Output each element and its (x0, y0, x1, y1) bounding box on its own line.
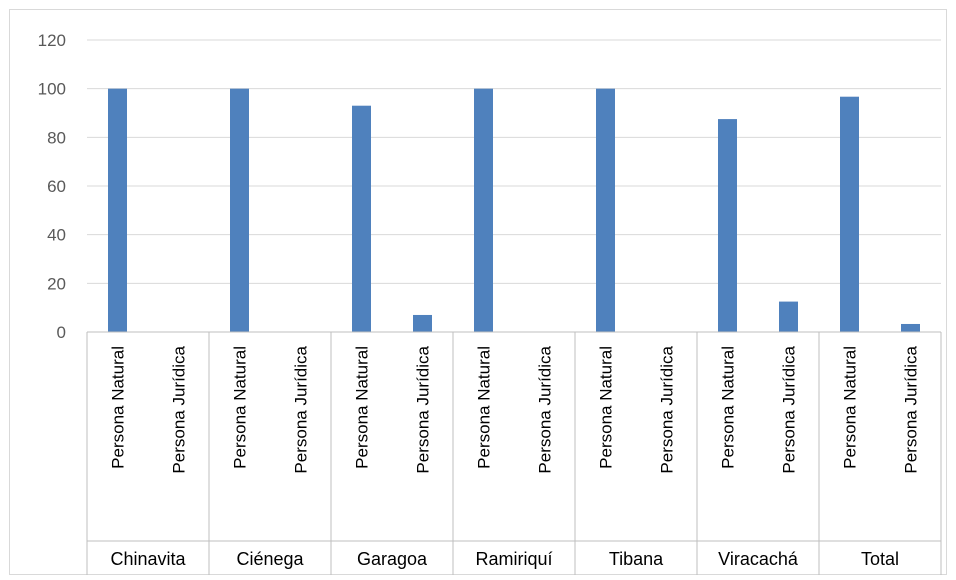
x-tick-label: Persona Natural (597, 346, 616, 469)
bar (779, 301, 798, 332)
bar (596, 88, 615, 333)
x-group-label: Tibana (609, 549, 664, 569)
y-tick-label: 20 (47, 274, 66, 293)
y-tick-label: 120 (38, 31, 66, 50)
chart-border (9, 9, 947, 575)
x-tick-label: Persona Jurídica (780, 345, 799, 473)
x-tick-label: Persona Jurídica (536, 345, 555, 473)
bar (413, 314, 432, 332)
x-tick-label: Persona Jurídica (902, 345, 921, 473)
x-tick-label: Persona Natural (109, 346, 128, 469)
x-tick-label: Persona Natural (719, 346, 738, 469)
x-tick-label: Persona Natural (231, 346, 250, 469)
x-tick-label: Persona Jurídica (292, 345, 311, 473)
bar (474, 88, 493, 333)
bar (352, 105, 371, 332)
x-tick-label: Persona Natural (841, 346, 860, 469)
bar (718, 119, 737, 332)
x-tick-label: Persona Jurídica (414, 345, 433, 473)
x-group-label: Viracachá (718, 549, 799, 569)
bar (901, 323, 920, 332)
x-group-label: Chinavita (110, 549, 186, 569)
bar (840, 96, 859, 333)
x-group-label: Ciénega (236, 549, 304, 569)
x-tick-label: Persona Natural (475, 346, 494, 469)
x-tick-label: Persona Natural (353, 346, 372, 469)
y-tick-label: 40 (47, 226, 66, 245)
y-tick-label: 0 (57, 323, 66, 342)
y-tick-label: 80 (47, 128, 66, 147)
x-group-label: Total (861, 549, 899, 569)
bar (230, 88, 249, 333)
x-group-label: Ramiriquí (475, 549, 552, 569)
x-tick-label: Persona Jurídica (658, 345, 677, 473)
x-tick-label: Persona Jurídica (170, 345, 189, 473)
bar (108, 88, 127, 333)
y-tick-label: 60 (47, 177, 66, 196)
y-tick-label: 100 (38, 80, 66, 99)
x-group-label: Garagoa (357, 549, 428, 569)
